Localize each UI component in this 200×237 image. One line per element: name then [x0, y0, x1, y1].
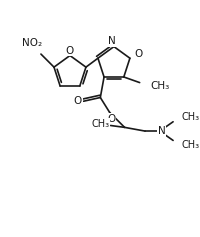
Text: NO₂: NO₂: [22, 38, 42, 48]
Text: O: O: [135, 49, 143, 59]
Text: O: O: [74, 96, 82, 106]
Text: N: N: [158, 126, 166, 136]
Text: CH₃: CH₃: [91, 119, 109, 129]
Text: O: O: [107, 114, 116, 124]
Text: O: O: [66, 46, 74, 56]
Text: N: N: [108, 36, 116, 46]
Text: CH₃: CH₃: [181, 112, 200, 122]
Text: CH₃: CH₃: [150, 81, 169, 91]
Text: CH₃: CH₃: [181, 140, 200, 150]
